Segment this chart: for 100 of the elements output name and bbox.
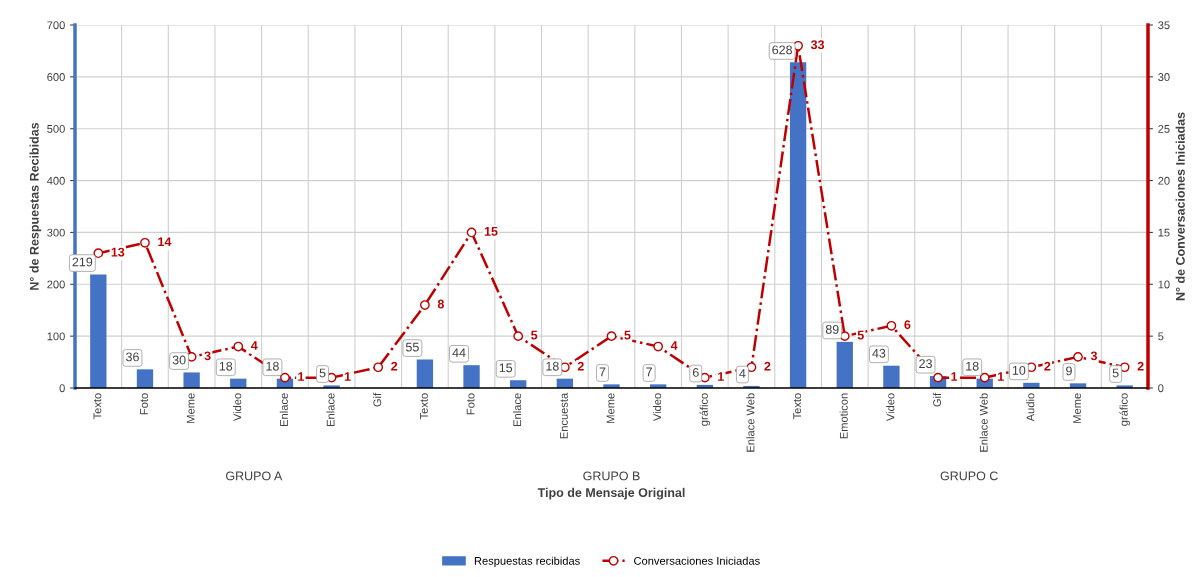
y2-tick-label: 30 bbox=[1158, 73, 1170, 81]
x-tick-label: Texto bbox=[793, 393, 802, 420]
data-label: 43 bbox=[872, 348, 886, 358]
legend-label: Respuestas recibidas bbox=[474, 556, 580, 567]
point bbox=[93, 248, 104, 259]
data-label: 15 bbox=[484, 227, 498, 236]
text: GRUPO B bbox=[583, 471, 640, 481]
data-label: 3 bbox=[204, 351, 211, 361]
data-label: 5 bbox=[1112, 368, 1119, 378]
x-tick-label: Emoticon bbox=[839, 393, 848, 439]
y-tick-label: 500 bbox=[47, 124, 65, 133]
data-label: 2 bbox=[1044, 361, 1051, 371]
data-label: 44 bbox=[452, 348, 466, 358]
data-label: 3 bbox=[1090, 351, 1098, 361]
bar bbox=[90, 274, 107, 388]
x-tick-label: Texto bbox=[420, 393, 428, 420]
point bbox=[280, 372, 290, 383]
y2-axis-title: N° de Conversaciones Iniciadas bbox=[1175, 112, 1185, 301]
data-label: 36 bbox=[126, 352, 139, 362]
data-label: 13 bbox=[111, 247, 125, 257]
x-tick-label: Enlace Web bbox=[746, 393, 755, 452]
y-tick-label: 0 bbox=[59, 384, 65, 393]
y2-tick-label: 20 bbox=[1158, 176, 1170, 185]
point bbox=[513, 331, 524, 342]
data-label: 5 bbox=[319, 368, 326, 378]
data-label: 18 bbox=[966, 361, 979, 371]
y-tick-label: 400 bbox=[47, 176, 65, 185]
data-label: 2 bbox=[577, 361, 584, 371]
x-tick-label: Enlace Web bbox=[979, 393, 988, 452]
bar bbox=[463, 365, 480, 388]
data-label: 1 bbox=[951, 372, 958, 381]
data-label: 23 bbox=[919, 359, 932, 369]
y2-tick-label: 10 bbox=[1158, 280, 1170, 289]
x-tick-label: Meme bbox=[1073, 393, 1081, 423]
x-tick-label: Video bbox=[233, 393, 242, 422]
data-label: 7 bbox=[599, 367, 606, 377]
data-label: 8 bbox=[437, 299, 444, 309]
point bbox=[140, 237, 150, 248]
text: GRUPO C bbox=[940, 471, 998, 481]
x-tick-label: Meme bbox=[186, 393, 195, 423]
bar bbox=[416, 359, 434, 388]
x-tick-label: Enlace bbox=[279, 393, 288, 426]
data-label: 55 bbox=[405, 342, 419, 352]
data-label: 1 bbox=[298, 372, 305, 381]
y2-tick-label: 15 bbox=[1158, 228, 1170, 237]
data-label: 18 bbox=[546, 361, 559, 371]
data-label: 219 bbox=[72, 257, 93, 267]
x-tick-label: Meme bbox=[606, 393, 615, 423]
x-tick-label: Video bbox=[886, 393, 895, 422]
data-label: 1 bbox=[998, 372, 1004, 381]
data-label: 5 bbox=[857, 330, 864, 340]
y2-tick-label: 0 bbox=[1158, 384, 1164, 393]
x-tick-label: gráfico bbox=[699, 393, 711, 426]
data-label: 89 bbox=[825, 324, 839, 334]
point bbox=[466, 227, 477, 238]
x-tick-label: Audio bbox=[1026, 393, 1035, 422]
data-label: 5 bbox=[531, 330, 538, 340]
y2-tick-label: 35 bbox=[1158, 21, 1170, 30]
data-label: 4 bbox=[670, 341, 678, 350]
data-label: 1 bbox=[344, 372, 351, 381]
y2-tick-label: 5 bbox=[1158, 332, 1164, 341]
data-label: 9 bbox=[1066, 366, 1072, 376]
data-label: 6 bbox=[904, 320, 911, 330]
y-tick-label: 200 bbox=[47, 280, 65, 289]
bar bbox=[183, 372, 200, 388]
legend-label: Conversaciones Iniciadas bbox=[634, 556, 760, 565]
text: GRUPO A bbox=[225, 471, 283, 481]
data-label: 15 bbox=[499, 363, 513, 373]
data-label: 30 bbox=[172, 355, 186, 365]
data-label: 2 bbox=[1137, 361, 1144, 371]
bar bbox=[836, 341, 853, 388]
bar bbox=[789, 62, 807, 388]
x-tick-label: Encuesta bbox=[560, 392, 568, 439]
data-label: 18 bbox=[219, 361, 233, 371]
point bbox=[373, 362, 384, 373]
data-label: 5 bbox=[624, 330, 631, 340]
data-label: 4 bbox=[250, 341, 258, 350]
point bbox=[606, 331, 617, 342]
data-label: 14 bbox=[158, 237, 172, 247]
data-label: 7 bbox=[646, 367, 652, 377]
data-label: 10 bbox=[1012, 365, 1026, 375]
x-tick-label: Video bbox=[652, 393, 662, 422]
data-label: 33 bbox=[810, 40, 825, 50]
data-label: 628 bbox=[772, 45, 793, 55]
x-tick-label: Enlace bbox=[326, 393, 335, 426]
point bbox=[420, 300, 430, 310]
x-tick-label: Foto bbox=[140, 393, 148, 415]
bar bbox=[136, 369, 154, 388]
bar bbox=[883, 365, 900, 388]
y-tick-label: 700 bbox=[47, 21, 65, 30]
data-label: 1 bbox=[718, 372, 724, 381]
point bbox=[233, 341, 244, 352]
point bbox=[1073, 352, 1083, 362]
x-tick-label: Gif bbox=[932, 392, 942, 407]
x-tick-label: Gif bbox=[373, 392, 382, 407]
y-axis-title: N° de Respuestas Recibidas bbox=[29, 122, 42, 290]
data-label: 4 bbox=[739, 369, 746, 378]
y-tick-label: 300 bbox=[47, 228, 65, 237]
x-tick-label: Foto bbox=[466, 393, 475, 415]
y-tick-label: 100 bbox=[47, 332, 65, 341]
